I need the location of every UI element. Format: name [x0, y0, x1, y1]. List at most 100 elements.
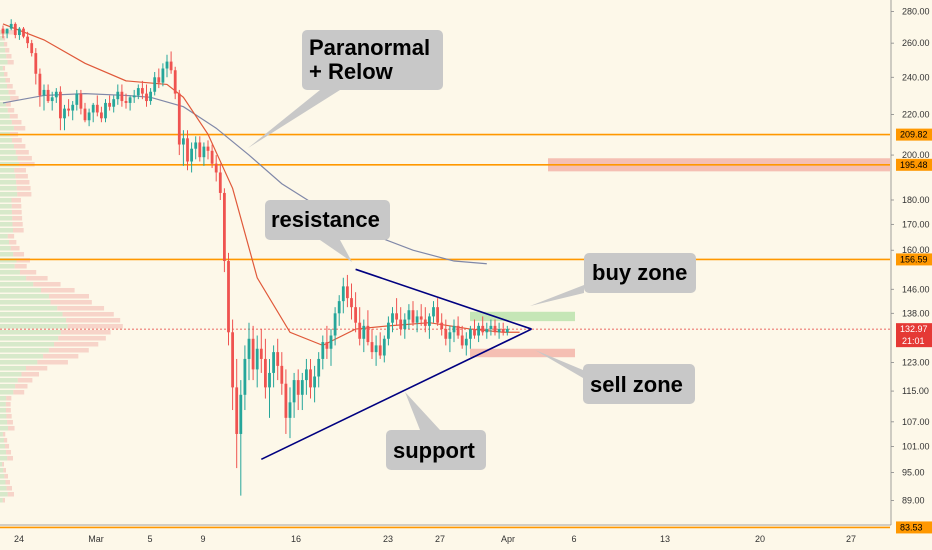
callout-pointer: [530, 285, 584, 306]
volume-profile-bar: [0, 72, 5, 77]
candle-body: [407, 310, 411, 320]
volume-profile-bar: [13, 126, 26, 131]
y-tick-label: 170.00: [902, 219, 930, 229]
price-labels: 209.82 195.48 156.59 83.53 132.97 21:01: [896, 128, 932, 534]
candle-body: [5, 28, 9, 34]
y-tick-label: 101.00: [902, 441, 930, 451]
volume-profile-bar: [0, 330, 61, 335]
volume-profile-bar: [6, 54, 12, 59]
zone-rect: [470, 311, 575, 322]
candle-body: [42, 89, 46, 96]
volume-profile-bar: [62, 312, 114, 317]
volume-profile-bar: [11, 198, 21, 203]
triangle-resistance-line: [355, 268, 532, 330]
y-tick-label: 146.00: [902, 284, 930, 294]
candle-body: [387, 322, 390, 339]
volume-profile-bar: [0, 276, 27, 281]
callout-pointer: [320, 240, 352, 262]
x-tick-label: 23: [383, 534, 393, 544]
volume-profile-bar: [0, 324, 68, 329]
candle-body: [161, 68, 165, 83]
volume-profile-bar: [43, 354, 79, 359]
candle-body: [239, 394, 243, 434]
volume-profile-bar: [0, 102, 6, 107]
callout-text: support: [393, 438, 476, 463]
candle-body: [87, 112, 91, 121]
x-tick-label: 16: [291, 534, 301, 544]
volume-profile-bar: [0, 396, 7, 401]
volume-profile-bar: [54, 342, 99, 347]
volume-profile-bar: [13, 144, 26, 149]
volume-profile-bar: [0, 498, 3, 503]
candle-body: [71, 104, 75, 111]
volume-profile-bar: [17, 192, 32, 197]
callout-box: [583, 364, 695, 404]
candle-body: [50, 97, 54, 102]
candle-body: [128, 97, 132, 103]
candle-body: [54, 91, 58, 98]
candle-body: [235, 387, 239, 434]
level-price-tag: [896, 253, 932, 266]
volume-profile-bar: [0, 204, 12, 209]
candle-body: [243, 358, 247, 395]
candle-body: [95, 104, 99, 113]
candle-body: [223, 192, 226, 262]
callout-text: Paranormal: [309, 35, 430, 60]
candle-body: [100, 112, 103, 119]
volume-profile-bar: [0, 96, 11, 101]
volume-profile-bar: [0, 150, 16, 155]
x-tick-label: 27: [846, 534, 856, 544]
volume-profile-bar: [0, 474, 5, 479]
volume-profile-bar: [67, 324, 123, 329]
x-tick-label: 5: [147, 534, 152, 544]
candle-body: [34, 53, 38, 74]
candle-body: [136, 88, 140, 96]
candle-body: [112, 99, 116, 107]
y-tick-label: 240.00: [902, 72, 930, 82]
triangle-pattern: [260, 268, 532, 461]
level-price-label: 195.48: [900, 160, 928, 170]
candle-body: [329, 335, 333, 349]
volume-profile-bar: [0, 486, 7, 491]
volume-profile-bar: [10, 246, 20, 251]
volume-profile-bar: [0, 270, 20, 275]
candle-body: [505, 329, 509, 333]
callout-box: [584, 253, 696, 293]
callout-box: [386, 430, 486, 470]
candle-body: [259, 348, 263, 359]
candle-body: [481, 325, 485, 333]
volume-profile-bar: [0, 450, 7, 455]
volume-profile-bar: [0, 282, 34, 287]
volume-profile-bar: [50, 300, 92, 305]
y-tick-label: 138.00: [902, 308, 930, 318]
candle-body: [75, 93, 79, 105]
volume-profile-bar: [0, 480, 6, 485]
candle-body: [497, 329, 501, 333]
candle-body: [165, 61, 169, 69]
volume-profile-bar: [0, 258, 17, 263]
callout-pointer: [405, 392, 440, 430]
volume-profile-bar: [0, 246, 11, 251]
volume-profile-bar: [0, 120, 12, 125]
candle-body: [411, 310, 415, 323]
candle-body: [268, 372, 271, 388]
volume-profile-bar: [8, 240, 17, 245]
volume-profile-bar: [0, 366, 27, 371]
candle-body: [145, 93, 148, 102]
candle-body: [149, 91, 152, 102]
volume-profile-bar: [0, 84, 7, 89]
candle-body: [202, 146, 206, 158]
callout-box: [302, 30, 443, 90]
countdown-label: 21:01: [902, 336, 925, 346]
current-price-tag: [896, 323, 932, 348]
volume-profile-bar: [7, 60, 14, 65]
callout-text: sell zone: [590, 372, 683, 397]
volume-profile-bar: [58, 336, 106, 341]
candle-body: [46, 89, 50, 102]
callout-text: resistance: [271, 207, 380, 232]
y-tick-label: 160.00: [902, 245, 930, 255]
volume-profile-bar: [2, 498, 6, 503]
volume-profile-bar: [16, 258, 30, 263]
volume-profile-bar: [15, 174, 28, 179]
